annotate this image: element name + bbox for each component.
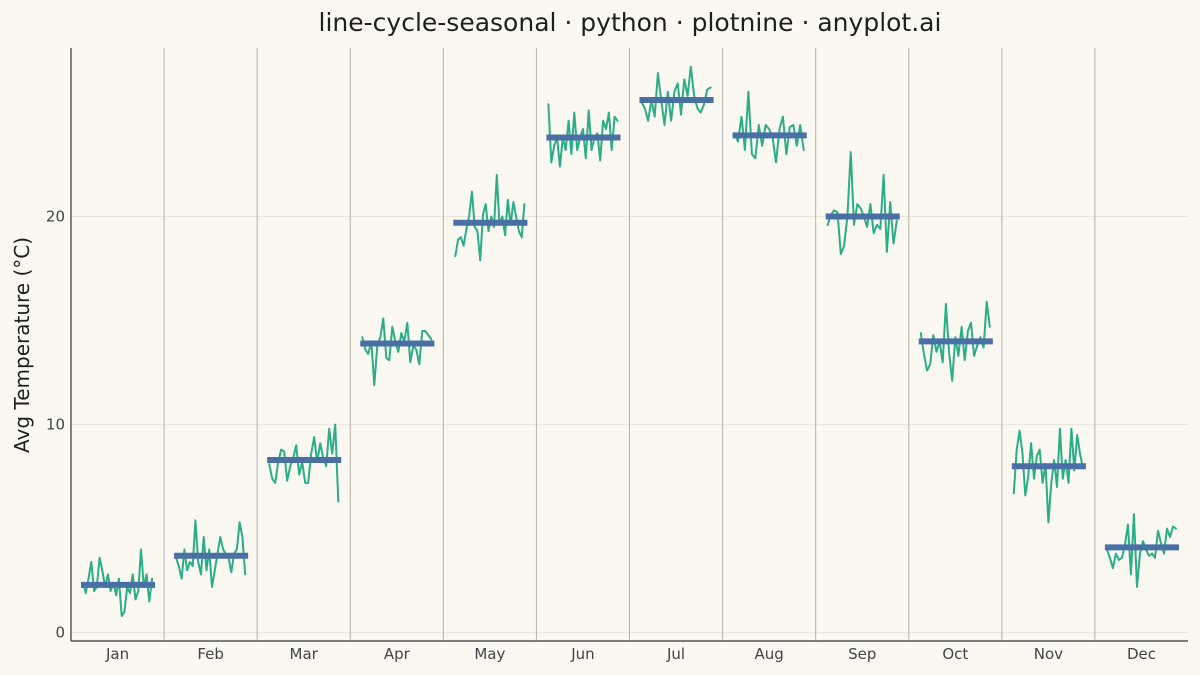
y-axis-label: Avg Temperature (°C) (10, 237, 34, 453)
x-tick-label-oct: Oct (942, 645, 968, 663)
x-tick-label-apr: Apr (384, 645, 411, 663)
tick-labels: 0 10 20 Jan Feb Mar Apr May Jun Jul Aug Sep Oct Nov De… (46, 208, 1156, 663)
x-tick-label-jan: Jan (105, 645, 129, 663)
x-tick-label-mar: Mar (290, 645, 319, 663)
series-line-jun (547, 103, 619, 168)
series-line-sep (826, 151, 898, 255)
x-tick-label-may: May (474, 645, 505, 663)
x-tick-label-aug: Aug (754, 645, 783, 663)
chart-title: line-cycle-seasonal · python · plotnine … (319, 8, 942, 37)
y-tick-label-0: 0 (55, 624, 65, 642)
series-line-nov (1012, 427, 1084, 524)
x-tick-label-nov: Nov (1034, 645, 1063, 663)
x-tick-label-jun: Jun (570, 645, 594, 663)
x-tick-label-dec: Dec (1127, 645, 1156, 663)
x-tick-label-feb: Feb (197, 645, 224, 663)
y-tick-label-10: 10 (46, 416, 65, 434)
axes (70, 48, 1188, 642)
panel-dividers (163, 48, 1096, 641)
monthly-mean-bars (81, 97, 1179, 588)
x-tick-label-jul: Jul (666, 645, 685, 663)
series-line-apr (361, 317, 433, 387)
series-line-aug (733, 90, 805, 164)
y-tick-label-20: 20 (46, 208, 65, 226)
x-tick-label-sep: Sep (848, 645, 876, 663)
series-line-jul (640, 65, 712, 126)
